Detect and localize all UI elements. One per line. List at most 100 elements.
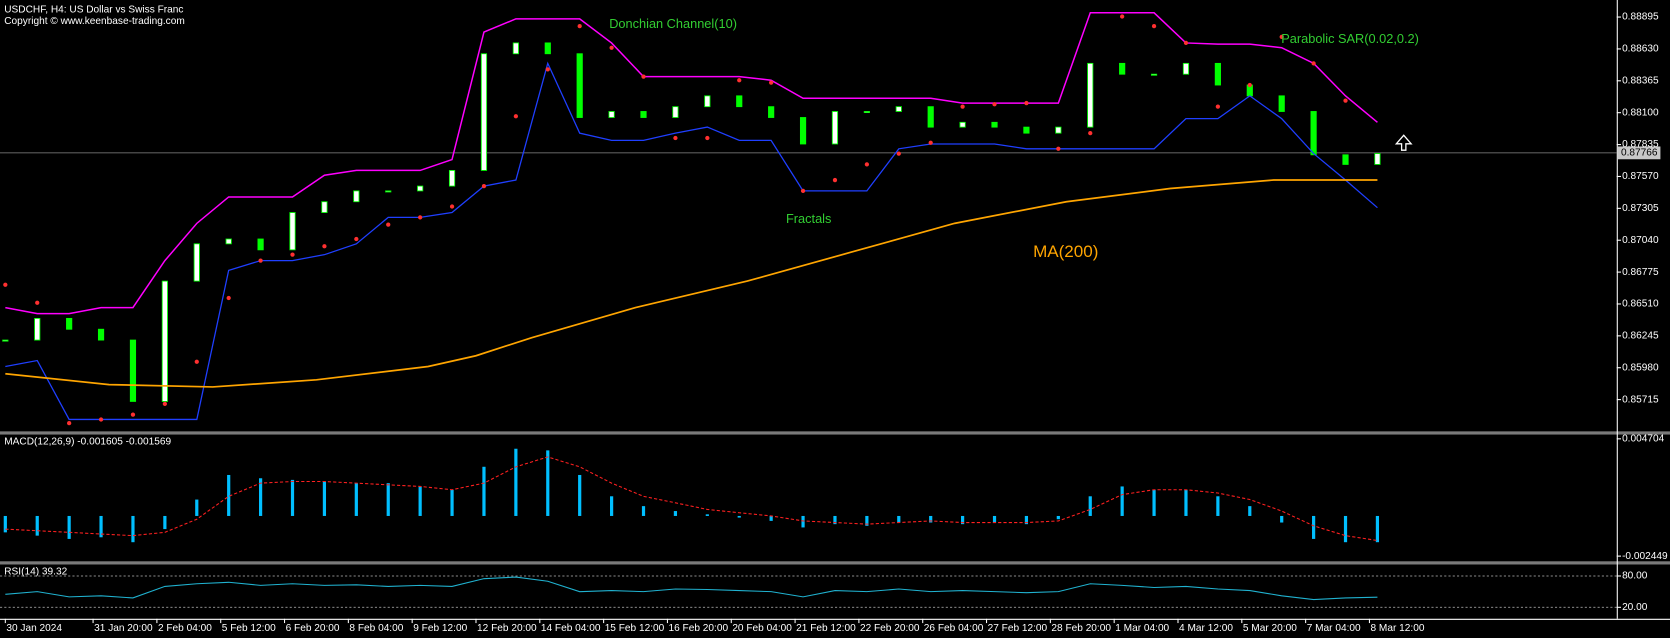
sar-dot bbox=[354, 236, 359, 242]
x-tick-label: 8 Feb 04:00 bbox=[349, 623, 403, 634]
x-tick-label: 2 Feb 04:00 bbox=[158, 623, 212, 634]
macd-bar bbox=[482, 466, 486, 516]
macd-bar bbox=[450, 489, 454, 516]
series-label: Parabolic SAR(0.02,0.2) bbox=[1281, 31, 1419, 46]
sar-dot bbox=[1151, 23, 1157, 29]
x-tick-label: 14 Feb 04:00 bbox=[541, 623, 601, 634]
candle bbox=[448, 170, 456, 187]
sar-dot bbox=[290, 252, 295, 257]
y-tick-label: 0.87040 bbox=[1622, 235, 1659, 246]
y-tick-label: 0.87835 bbox=[1622, 139, 1659, 150]
sar-dot bbox=[35, 300, 40, 305]
candle bbox=[1023, 126, 1030, 134]
macd-bar bbox=[67, 515, 71, 539]
sar-dot bbox=[896, 151, 901, 156]
sar-dot bbox=[194, 359, 199, 364]
macd-bar bbox=[386, 483, 390, 516]
macd-bar bbox=[737, 515, 741, 518]
macd-bar bbox=[1280, 515, 1284, 523]
y-tick-label: 0.85715 bbox=[1622, 394, 1659, 405]
chart-title: USDCHF, H4: US Dollar vs Swiss Franc bbox=[4, 4, 183, 15]
macd-bar bbox=[418, 486, 422, 516]
candle bbox=[161, 280, 168, 402]
macd-bar bbox=[769, 515, 773, 521]
candle bbox=[640, 111, 647, 118]
y-tick-label: 0.86245 bbox=[1622, 331, 1659, 342]
candle bbox=[480, 53, 488, 171]
candle bbox=[831, 111, 839, 145]
candle bbox=[1055, 126, 1062, 134]
candle bbox=[1342, 154, 1349, 165]
indicator-line bbox=[5, 179, 1378, 388]
y-tick-label: 0.86775 bbox=[1622, 267, 1659, 278]
x-tick-label: 9 Feb 12:00 bbox=[413, 623, 467, 634]
sar-dot bbox=[418, 215, 423, 220]
candle bbox=[385, 190, 392, 193]
candle bbox=[512, 42, 519, 55]
sar-dot bbox=[864, 162, 870, 167]
macd-bar bbox=[1184, 489, 1188, 516]
candle bbox=[321, 201, 328, 213]
macd-bar bbox=[801, 515, 805, 528]
indicator-line bbox=[5, 12, 1378, 315]
sar-dot bbox=[386, 222, 391, 227]
sar-dot bbox=[1024, 100, 1029, 106]
sar-dot bbox=[1311, 61, 1316, 66]
sar-dot bbox=[162, 401, 168, 406]
macd-bar bbox=[673, 511, 678, 516]
candle bbox=[959, 121, 966, 128]
x-tick-label: 16 Feb 20:00 bbox=[669, 623, 729, 634]
last-price-box bbox=[1617, 146, 1661, 160]
x-tick-label: 7 Mar 04:00 bbox=[1307, 623, 1361, 634]
x-tick-label: 12 Feb 20:00 bbox=[477, 623, 537, 634]
sar-dot bbox=[800, 188, 806, 194]
candle bbox=[129, 339, 137, 402]
sar-dot bbox=[130, 412, 136, 417]
candle bbox=[193, 243, 200, 282]
candle bbox=[1119, 62, 1126, 75]
sar-dot bbox=[481, 183, 487, 189]
candle bbox=[225, 238, 232, 245]
x-tick-label: 8 Mar 12:00 bbox=[1371, 623, 1425, 634]
x-tick-label: 31 Jan 20:00 bbox=[94, 623, 153, 634]
candle bbox=[353, 190, 360, 203]
y-tick-label: 0.004704 bbox=[1622, 434, 1665, 445]
y-tick-label: -0.002449 bbox=[1622, 551, 1668, 562]
candle bbox=[895, 106, 902, 112]
sar-dot bbox=[1343, 98, 1348, 103]
candle bbox=[257, 238, 264, 251]
sar-dot bbox=[1056, 146, 1061, 151]
macd-bar bbox=[259, 478, 263, 516]
y-tick-label: 0.88365 bbox=[1622, 75, 1659, 86]
sar-dot bbox=[673, 135, 678, 141]
macd-bar bbox=[929, 515, 933, 523]
x-tick-label: 22 Feb 20:00 bbox=[860, 623, 920, 634]
macd-bar bbox=[833, 515, 837, 525]
sar-dot bbox=[1183, 40, 1189, 46]
candle bbox=[417, 185, 424, 192]
candle bbox=[544, 42, 551, 55]
candle bbox=[97, 328, 105, 341]
y-tick-label: 0.87305 bbox=[1622, 203, 1659, 214]
macd-bar bbox=[227, 474, 231, 516]
macd-bar bbox=[1216, 496, 1220, 516]
macd-bar bbox=[992, 515, 997, 523]
rsi-line bbox=[5, 576, 1378, 601]
series-label: MA(200) bbox=[1033, 242, 1098, 261]
sar-dot bbox=[960, 104, 965, 109]
panel-separator bbox=[0, 561, 1670, 565]
sar-dot bbox=[449, 204, 455, 209]
candle bbox=[1214, 62, 1221, 86]
panel-separator bbox=[0, 431, 1670, 435]
macd-bar bbox=[290, 479, 295, 516]
macd-bar bbox=[1024, 515, 1029, 525]
sar-dot bbox=[1088, 131, 1093, 136]
candle bbox=[927, 106, 934, 128]
y-tick-label: 0.88100 bbox=[1622, 107, 1659, 118]
candle bbox=[736, 95, 743, 108]
sar-dot bbox=[769, 80, 774, 85]
x-tick-label: 21 Feb 12:00 bbox=[796, 623, 856, 634]
x-tick-label: 6 Feb 20:00 bbox=[286, 623, 340, 634]
